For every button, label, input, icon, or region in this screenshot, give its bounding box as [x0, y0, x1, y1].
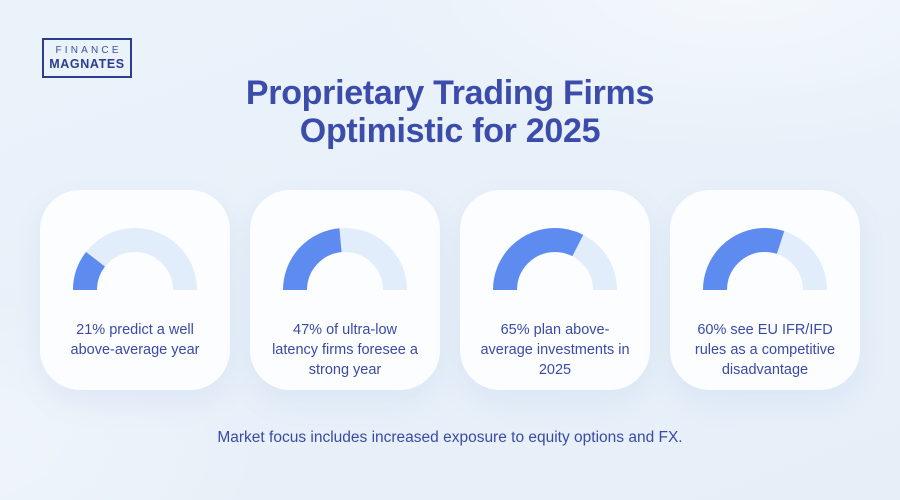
- stat-label: 21% predict a well above-average year: [70, 322, 200, 358]
- stat-label: 60% see EU IFR/IFD rules as a competitiv…: [694, 322, 836, 378]
- stat-card-predict-year: 21% predict a well above-average year: [40, 190, 230, 390]
- logo-text-finance: FINANCE: [55, 45, 122, 56]
- gauge-chart: [283, 228, 407, 291]
- gauge-fill: [73, 228, 197, 291]
- page-title-line1: Proprietary Trading Firms: [245, 74, 655, 112]
- logo-text-magnates: MAGNATES: [49, 57, 125, 71]
- gauge-fill: [703, 228, 827, 291]
- stat-card-investments: 65% plan above-average investments in 20…: [460, 190, 650, 390]
- stat-card-latency-firms: 47% of ultra-low latency firms foresee a…: [250, 190, 440, 390]
- stats-row: 21% predict a well above-average year 47…: [0, 190, 900, 390]
- page-title: Proprietary Trading Firms Optimistic for…: [0, 74, 900, 150]
- gauge-fill: [283, 228, 407, 291]
- stat-card-eu-rules: 60% see EU IFR/IFD rules as a competitiv…: [670, 190, 860, 390]
- stat-label: 65% plan above-average investments in 20…: [480, 322, 630, 378]
- gauge-chart: [73, 228, 197, 291]
- page-title-line2: Optimistic for 2025: [299, 112, 601, 150]
- finance-magnates-logo: FINANCE MAGNATES: [42, 38, 132, 78]
- gauge-chart: [703, 228, 827, 291]
- footer-note: Market focus includes increased exposure…: [217, 429, 683, 446]
- gauge-chart: [493, 228, 617, 291]
- gauge-fill: [493, 228, 617, 291]
- stat-label: 47% of ultra-low latency firms foresee a…: [272, 322, 418, 378]
